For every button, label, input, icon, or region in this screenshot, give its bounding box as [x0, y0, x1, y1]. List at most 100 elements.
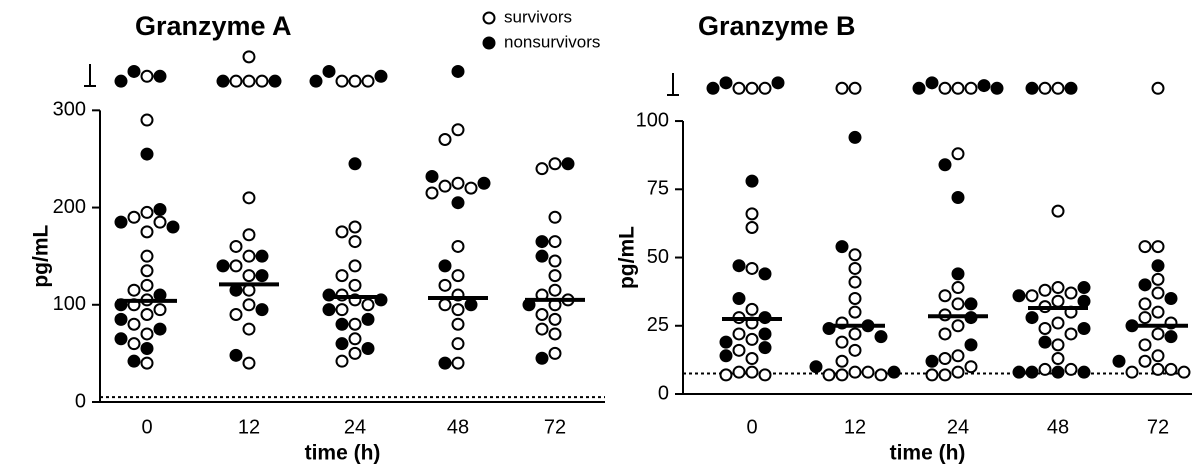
data-point [1138, 240, 1152, 254]
data-point [1138, 354, 1152, 368]
x-tick-label: 24 [344, 416, 366, 438]
data-point [758, 368, 772, 382]
y-tick-label: 50 [647, 246, 669, 268]
data-point [477, 176, 491, 190]
data-point [1051, 365, 1065, 379]
y-tick-label: 0 [75, 390, 86, 412]
data-point [1151, 327, 1165, 341]
data-point [732, 291, 746, 305]
data-point [938, 81, 952, 95]
data-point [229, 239, 243, 253]
data-point [438, 298, 452, 312]
data-point [464, 298, 478, 312]
y-tick-label: 200 [53, 196, 86, 218]
y-tick-label: 0 [658, 382, 669, 404]
x-tick-label: 12 [844, 416, 866, 438]
data-point [925, 368, 939, 382]
data-point [242, 228, 256, 242]
y-tick-label: 100 [636, 109, 669, 131]
data-point [1151, 259, 1165, 273]
data-point [548, 283, 562, 297]
data-point [835, 354, 849, 368]
data-point [348, 317, 362, 331]
data-point [719, 368, 733, 382]
legend-label: survivors [504, 7, 572, 26]
data-point [548, 269, 562, 283]
chart-title: Granzyme B [698, 11, 856, 41]
data-point [255, 303, 269, 317]
data-point [848, 81, 862, 95]
data-point [925, 354, 939, 368]
data-point [374, 69, 388, 83]
data-point [732, 81, 746, 95]
data-point [1151, 305, 1165, 319]
data-point [1051, 281, 1065, 295]
data-point [719, 335, 733, 349]
data-point [822, 368, 836, 382]
data-point [719, 349, 733, 363]
data-point [835, 335, 849, 349]
data-point [874, 330, 888, 344]
data-point [348, 278, 362, 292]
data-point [848, 130, 862, 144]
data-point [951, 349, 965, 363]
data-point [438, 179, 452, 193]
data-point [732, 365, 746, 379]
data-point [335, 74, 349, 88]
data-point [438, 133, 452, 146]
data-point [912, 81, 926, 95]
data-point [255, 74, 269, 88]
data-point [451, 123, 465, 137]
x-tick-label: 48 [447, 416, 469, 438]
x-tick-label: 12 [238, 416, 260, 438]
data-point [1051, 316, 1065, 330]
data-point [848, 291, 862, 305]
data-point [745, 332, 759, 346]
data-point [451, 239, 465, 253]
data-point [1077, 294, 1091, 308]
data-point [127, 64, 141, 78]
data-point [451, 337, 465, 351]
data-point [848, 275, 862, 289]
data-point [835, 368, 849, 382]
data-point [348, 346, 362, 360]
data-point [451, 64, 465, 78]
data-point [535, 308, 549, 321]
y-tick-label: 300 [53, 99, 86, 121]
data-point [1051, 352, 1065, 366]
data-point [229, 74, 243, 88]
data-point [535, 322, 549, 336]
data-point [127, 354, 141, 368]
data-point [140, 113, 154, 127]
data-point [1051, 204, 1065, 218]
data-point [114, 312, 128, 326]
data-point [1112, 354, 1126, 368]
data-point [153, 69, 167, 83]
data-point [719, 76, 733, 90]
data-point [758, 341, 772, 355]
data-point [242, 298, 256, 312]
data-point [758, 327, 772, 341]
data-point [535, 235, 549, 249]
data-point [1038, 81, 1052, 95]
data-point [1012, 365, 1026, 379]
data-point [153, 215, 167, 229]
data-point [1051, 338, 1065, 352]
data-point [706, 81, 720, 95]
data-point [848, 305, 862, 319]
data-point [361, 342, 375, 356]
data-point [140, 147, 154, 161]
data-point [309, 74, 323, 88]
data-point [127, 337, 141, 351]
data-point [548, 157, 562, 171]
data-point [1064, 327, 1078, 341]
data-point [127, 317, 141, 331]
data-point [548, 312, 562, 326]
data-point [1125, 365, 1139, 379]
data-point [140, 205, 154, 219]
data-point [1025, 311, 1039, 325]
data-point [732, 327, 746, 341]
data-point [361, 74, 375, 88]
data-point [1077, 365, 1091, 379]
